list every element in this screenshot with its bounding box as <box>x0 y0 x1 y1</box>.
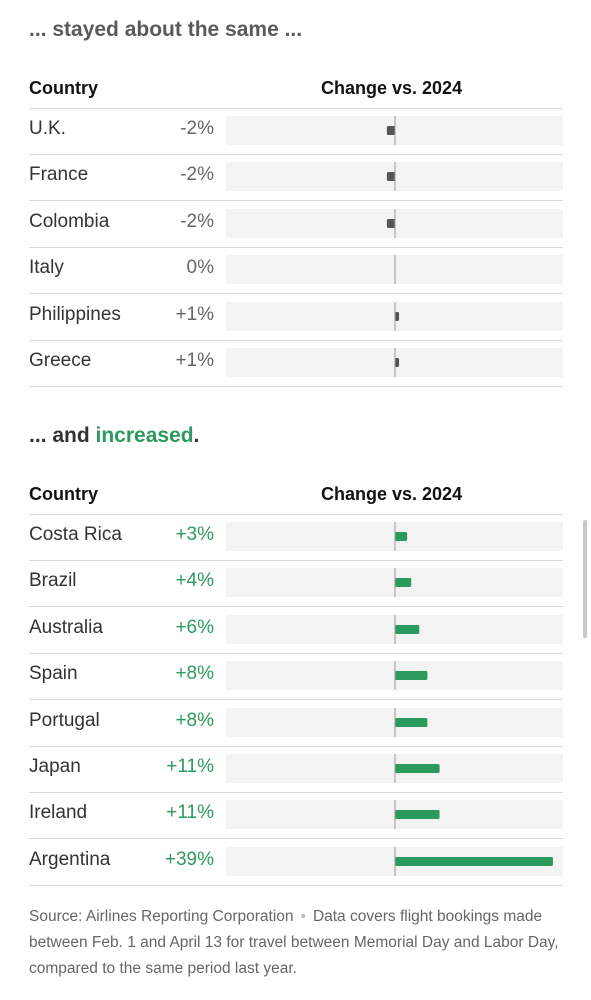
country-label: Philippines <box>29 303 121 325</box>
country-label: Portugal <box>29 709 100 731</box>
bar-track <box>226 614 563 644</box>
bar-track <box>226 707 563 737</box>
country-label: Colombia <box>29 210 110 232</box>
header-country: Country <box>29 484 98 504</box>
country-label: Brazil <box>29 570 77 592</box>
table-header: Country Change vs. 2024 <box>29 474 563 515</box>
bar-track <box>226 255 563 285</box>
bar-track <box>226 661 563 691</box>
table-row: Spain +8% <box>29 653 563 701</box>
table-row: France -2% <box>29 154 563 202</box>
footer-description: Data covers flight bookings made between… <box>29 908 559 977</box>
bar <box>386 218 395 228</box>
table-row: Argentina +39% <box>29 839 563 886</box>
section-heading-increased: ... and increased. <box>29 424 199 448</box>
header-change: Change vs. 2024 <box>321 484 463 504</box>
bar-track <box>226 754 563 783</box>
country-label: Italy <box>29 257 64 279</box>
change-label: +11% <box>166 756 214 777</box>
change-label: 0% <box>186 257 214 279</box>
heading-part: increased <box>95 424 194 447</box>
bar-track <box>226 208 563 238</box>
country-label: Greece <box>29 350 92 371</box>
section-heading-same: ... stayed about the same ... <box>29 18 302 42</box>
bar-track <box>226 522 563 551</box>
table-header: Country Change vs. 2024 <box>29 68 563 109</box>
heading-part: . <box>193 424 200 447</box>
table-row: Philippines +1% <box>29 294 563 341</box>
table-row: Italy 0% <box>29 247 563 295</box>
table-row: Ireland +11% <box>29 792 563 840</box>
country-label: Costa Rica <box>29 524 122 545</box>
bar-track <box>226 116 563 145</box>
bar-track <box>226 301 563 331</box>
change-label: -2% <box>180 210 214 232</box>
table-row: Colombia -2% <box>29 201 563 248</box>
table-row: Australia +6% <box>29 607 563 654</box>
table-row: Costa Rica +3% <box>29 514 563 561</box>
change-label: +11% <box>166 802 214 824</box>
bar <box>395 764 440 773</box>
table-row: Brazil +4% <box>29 560 563 608</box>
footer-separator: • <box>300 908 306 925</box>
change-label: +1% <box>175 303 214 325</box>
country-label: Argentina <box>29 848 111 870</box>
change-label: -2% <box>180 164 214 186</box>
table-row: Portugal +8% <box>29 700 563 747</box>
change-label: +1% <box>175 350 214 371</box>
header-country: Country <box>29 78 98 98</box>
bar <box>386 172 395 182</box>
change-label: +8% <box>175 663 214 685</box>
bar-track <box>226 800 563 830</box>
bar <box>395 624 420 634</box>
country-label: Ireland <box>29 802 88 824</box>
change-label: -2% <box>180 118 214 139</box>
bar <box>395 311 400 321</box>
bar <box>395 810 440 820</box>
bar <box>395 532 408 541</box>
bar <box>395 671 428 681</box>
change-label: +6% <box>175 616 214 638</box>
bar-track <box>226 348 563 377</box>
bar-track <box>226 846 563 876</box>
heading-part: ... and <box>29 424 96 447</box>
footer-note: Source: Airlines Reporting Corporation • D… <box>29 904 563 982</box>
change-label: +39% <box>164 848 214 870</box>
change-label: +3% <box>175 524 214 545</box>
bar <box>395 578 412 588</box>
change-label: +4% <box>175 570 214 592</box>
bar <box>395 358 400 367</box>
change-label: +8% <box>175 709 214 731</box>
bar <box>395 717 428 727</box>
country-label: Japan <box>29 756 81 777</box>
country-label: Spain <box>29 663 78 685</box>
bar-track <box>226 162 563 192</box>
country-label: U.K. <box>29 118 66 139</box>
heading-part: ... stayed about the same ... <box>29 18 303 41</box>
bar <box>386 126 395 135</box>
bar <box>395 856 553 866</box>
bar-track <box>226 568 563 598</box>
table-row: Japan +11% <box>29 746 563 793</box>
footer-source: Source: Airlines Reporting Corporation <box>29 908 294 925</box>
country-label: France <box>29 164 89 186</box>
header-change: Change vs. 2024 <box>321 78 463 98</box>
country-label: Australia <box>29 616 103 638</box>
table-row: U.K. -2% <box>29 108 563 155</box>
scrollbar[interactable] <box>583 520 587 638</box>
table-row: Greece +1% <box>29 340 563 387</box>
